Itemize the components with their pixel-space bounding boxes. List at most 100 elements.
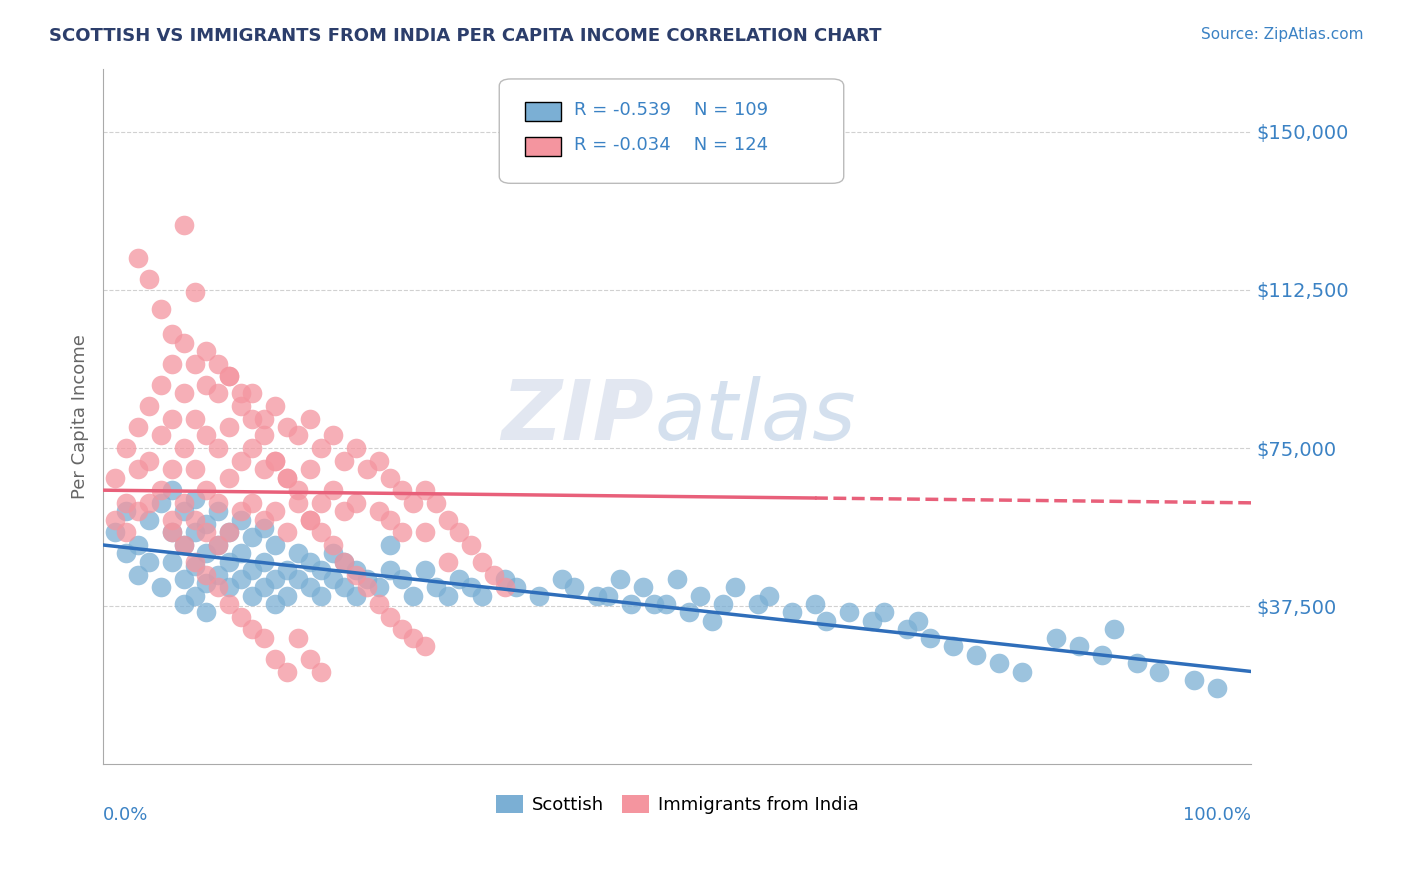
FancyBboxPatch shape <box>524 103 561 121</box>
Point <box>149 496 172 510</box>
Point <box>942 639 965 653</box>
Point <box>344 496 367 510</box>
Point <box>195 483 218 498</box>
Point <box>195 567 218 582</box>
Point <box>367 580 389 594</box>
Point <box>195 576 218 591</box>
Point <box>138 555 160 569</box>
Point <box>127 504 149 518</box>
Point <box>127 538 149 552</box>
Point <box>815 614 838 628</box>
Point <box>195 428 218 442</box>
Point <box>195 377 218 392</box>
Point <box>138 513 160 527</box>
Point <box>229 572 252 586</box>
Point <box>402 496 425 510</box>
Point <box>1182 673 1205 687</box>
Point <box>987 656 1010 670</box>
Point <box>276 470 298 484</box>
Point <box>264 538 287 552</box>
Point <box>276 420 298 434</box>
Point <box>173 441 195 455</box>
FancyBboxPatch shape <box>524 137 561 156</box>
Point <box>311 525 333 540</box>
Point <box>494 572 516 586</box>
Point <box>264 453 287 467</box>
Point <box>276 525 298 540</box>
Point <box>804 597 827 611</box>
Point <box>138 453 160 467</box>
Text: R = -0.539    N = 109: R = -0.539 N = 109 <box>574 102 768 120</box>
Point <box>380 538 402 552</box>
Point <box>311 496 333 510</box>
Point <box>242 563 264 577</box>
Text: SCOTTISH VS IMMIGRANTS FROM INDIA PER CAPITA INCOME CORRELATION CHART: SCOTTISH VS IMMIGRANTS FROM INDIA PER CA… <box>49 27 882 45</box>
Point <box>1205 681 1227 696</box>
Point <box>287 631 309 645</box>
Point <box>253 555 276 569</box>
Point <box>367 597 389 611</box>
Point <box>207 567 229 582</box>
Point <box>838 606 860 620</box>
Point <box>367 453 389 467</box>
Point <box>298 555 321 569</box>
Point <box>160 462 183 476</box>
Point <box>1102 623 1125 637</box>
Point <box>184 491 207 506</box>
Point <box>173 496 195 510</box>
Point <box>298 513 321 527</box>
Point <box>276 589 298 603</box>
Point <box>253 462 276 476</box>
Point <box>425 580 447 594</box>
Point <box>724 580 747 594</box>
Point <box>298 513 321 527</box>
Point <box>344 441 367 455</box>
Point <box>529 589 551 603</box>
Point <box>149 580 172 594</box>
Point <box>586 589 609 603</box>
Point <box>391 572 413 586</box>
Point <box>643 597 665 611</box>
Point <box>311 665 333 679</box>
Point <box>311 563 333 577</box>
Point <box>195 546 218 560</box>
Point <box>104 513 127 527</box>
Point <box>287 496 309 510</box>
Point <box>127 462 149 476</box>
Point <box>218 420 240 434</box>
Point <box>242 496 264 510</box>
Point <box>965 648 987 662</box>
Point <box>253 411 276 425</box>
Point <box>367 504 389 518</box>
Point <box>333 555 356 569</box>
Y-axis label: Per Capita Income: Per Capita Income <box>72 334 89 499</box>
Point <box>160 483 183 498</box>
Point <box>287 483 309 498</box>
Legend: Scottish, Immigrants from India: Scottish, Immigrants from India <box>488 788 866 822</box>
Point <box>149 301 172 316</box>
Point <box>195 516 218 531</box>
Point <box>298 462 321 476</box>
Point <box>138 399 160 413</box>
Point <box>1045 631 1067 645</box>
Text: ZIP: ZIP <box>502 376 654 457</box>
Point <box>1149 665 1171 679</box>
Point <box>482 567 505 582</box>
Point <box>896 623 918 637</box>
Point <box>173 386 195 401</box>
Point <box>449 572 471 586</box>
Point <box>1011 665 1033 679</box>
Text: R = -0.034    N = 124: R = -0.034 N = 124 <box>574 136 768 154</box>
Point <box>149 483 172 498</box>
Point <box>598 589 620 603</box>
Point <box>413 563 436 577</box>
Point <box>287 546 309 560</box>
Point <box>322 483 344 498</box>
Point <box>242 623 264 637</box>
Point <box>449 525 471 540</box>
Point <box>173 572 195 586</box>
Point <box>380 609 402 624</box>
Point <box>149 377 172 392</box>
Point <box>115 441 138 455</box>
Point <box>115 496 138 510</box>
